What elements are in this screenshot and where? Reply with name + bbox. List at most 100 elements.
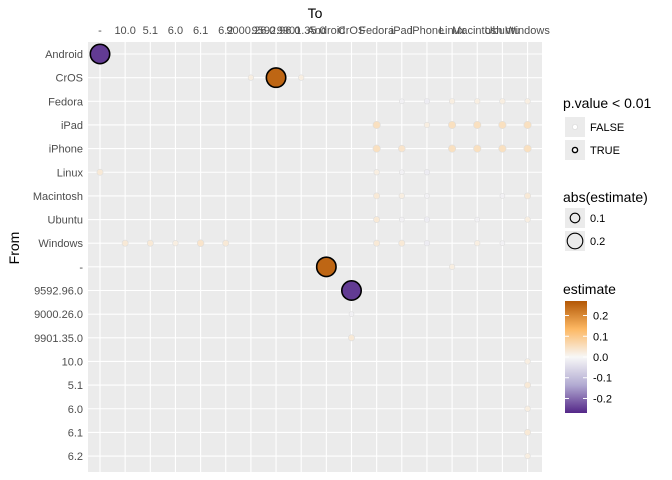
color-bar-label: 0.2: [593, 311, 608, 323]
data-point: [448, 144, 457, 153]
y-tick-label: Fedora: [48, 96, 84, 108]
legend-significance-label: FALSE: [590, 122, 624, 134]
legend-significance-symbol: [572, 124, 579, 131]
data-point: [524, 192, 531, 200]
y-tick-label: Android: [45, 49, 83, 61]
data-point: [449, 98, 456, 105]
x-tick-label: 9901.35.0: [277, 25, 326, 37]
y-tick-label: CrOS: [56, 73, 84, 85]
data-points: [89, 43, 532, 460]
x-tick-label: 10.0: [114, 25, 135, 37]
data-point: [373, 216, 381, 223]
y-tick-label: 6.2: [68, 451, 83, 463]
x-tick-label: CrOS: [338, 25, 366, 37]
data-point: [196, 239, 205, 247]
data-point: [499, 193, 506, 199]
data-point: [423, 240, 431, 247]
data-point: [474, 98, 481, 105]
legend-significance-symbol: [571, 146, 579, 154]
data-point: [524, 428, 531, 436]
x-tick-label: 6.0: [168, 25, 183, 37]
x-axis-title: To: [308, 5, 323, 21]
legend-key: [565, 208, 585, 228]
x-tick-label: 9592.96.0: [252, 25, 301, 37]
data-point: [89, 43, 111, 65]
y-tick-label: 6.1: [68, 427, 83, 439]
legend-size-label: 0.1: [590, 213, 605, 225]
data-point: [398, 192, 405, 199]
data-point: [524, 216, 531, 223]
color-bar-label: 0.1: [593, 331, 608, 343]
data-point: [473, 120, 482, 129]
data-point: [474, 240, 481, 247]
data-point: [424, 193, 430, 199]
data-point: [172, 240, 179, 247]
data-point: [398, 98, 405, 105]
data-point: [298, 74, 305, 81]
color-bar-label: 0.0: [593, 352, 608, 364]
legend-size-title: abs(estimate): [563, 189, 648, 205]
y-tick-label: 5.1: [68, 380, 83, 392]
x-tick-label: Ubuntu: [485, 25, 520, 37]
y-tick-label: 10.0: [62, 356, 83, 368]
data-point: [398, 216, 405, 223]
x-tick-label: -: [98, 25, 102, 37]
data-point: [398, 144, 406, 153]
color-bar: [565, 301, 587, 413]
y-tick-label: Windows: [38, 238, 83, 250]
data-point: [499, 98, 506, 105]
y-tick-label: 6.0: [68, 404, 83, 416]
data-point: [315, 256, 337, 278]
data-point: [423, 121, 431, 129]
x-tick-labels: -10.0 5.1 6.0 6.1 6.29000.26.09592.96.09901.…: [98, 25, 550, 37]
y-tick-label: Ubuntu: [48, 215, 83, 227]
data-point: [423, 169, 431, 176]
legend-significance: p.value < 0.01 FALSE TRUE: [563, 95, 652, 160]
data-point: [348, 334, 355, 342]
data-point: [398, 169, 405, 176]
x-tick-label: Fedora: [359, 25, 395, 37]
data-point: [523, 120, 532, 129]
legend-size: abs(estimate) 0.1 0.2: [563, 189, 648, 251]
data-point: [524, 452, 531, 460]
legend-size-symbol: [569, 212, 581, 224]
data-point: [524, 98, 531, 105]
data-point: [524, 405, 531, 412]
data-point: [524, 358, 531, 365]
plot-panel: [88, 42, 542, 472]
data-point: [448, 120, 457, 129]
data-point: [449, 263, 456, 270]
color-bar-label: -0.2: [593, 393, 612, 405]
x-tick-label: 9000.26.0: [226, 25, 275, 37]
data-point: [498, 120, 507, 129]
data-point: [423, 98, 431, 105]
y-tick-labels: Android CrOS Fedora iPad iPhone Linux Macintos…: [33, 49, 84, 463]
data-point: [474, 216, 481, 223]
data-point: [373, 169, 380, 176]
data-point: [222, 239, 230, 247]
data-point: [340, 279, 362, 301]
legend-significance-label: TRUE: [590, 145, 620, 157]
data-point: [247, 74, 254, 81]
y-tick-label: -: [79, 262, 83, 274]
x-tick-label: Android: [307, 25, 345, 37]
data-point: [265, 67, 287, 89]
grid-lines: [88, 42, 542, 472]
y-tick-label: Macintosh: [33, 191, 83, 203]
data-point: [523, 144, 532, 153]
data-point: [121, 239, 129, 247]
data-point: [372, 144, 381, 153]
y-axis-title: From: [6, 232, 22, 265]
x-tick-label: iPad: [391, 25, 413, 37]
legend-size-symbol: [566, 232, 584, 250]
y-tick-label: Linux: [57, 167, 84, 179]
data-point: [398, 239, 406, 247]
data-point: [423, 216, 431, 223]
legend-key: [565, 231, 585, 251]
data-point: [473, 144, 482, 153]
legend-color-title: estimate: [563, 281, 616, 297]
y-tick-label: 9901.35.0: [34, 333, 83, 345]
legend-significance-title: p.value < 0.01: [563, 95, 652, 111]
x-tick-label: Macintosh: [452, 25, 502, 37]
